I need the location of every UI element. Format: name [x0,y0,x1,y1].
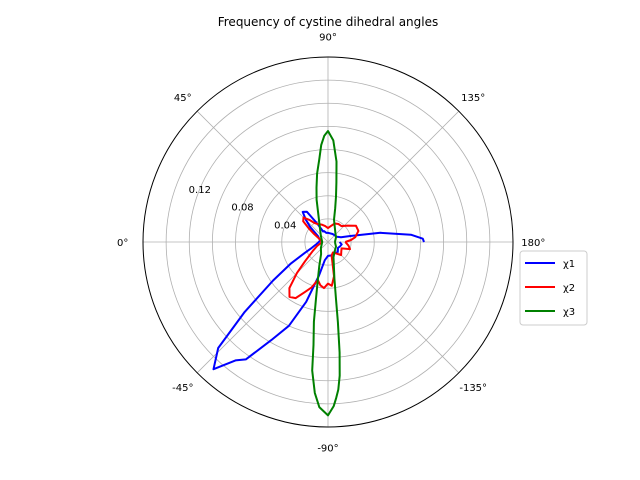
angle-tick-label: -135° [459,383,487,394]
angular-gridline [327,241,460,374]
series-line [212,210,425,371]
legend-label: χ3 [563,307,575,318]
angle-tick-label: 0° [117,238,128,249]
angle-tick-label: -90° [317,443,338,454]
chart-title: Frequency of cystine dihedral angles [218,15,439,29]
series-layer [212,130,425,417]
radial-tick-label: 0.08 [231,203,253,214]
grid-layer [143,57,513,427]
angle-tick-label: 180° [521,238,545,249]
radial-tick-label: 0.12 [189,185,211,196]
legend-label: χ2 [563,283,575,294]
angle-tick-label: 90° [319,33,337,44]
angle-tick-labels: 0° 45° 90° 135° 180° -135° -90° -45° [117,33,545,455]
legend-entries: χ1 χ2 χ3 [525,259,575,318]
radial-tick-labels: 0.04 0.08 0.12 [189,185,297,231]
angle-tick-label: 45° [174,93,192,104]
angle-tick-label: 135° [461,93,485,104]
radial-tick-label: 0.04 [274,220,296,231]
angular-gridline [196,241,329,374]
series-line [288,216,360,300]
polar-axis-frame [142,56,514,428]
angle-tick-label: -45° [172,383,193,394]
legend-label: χ1 [563,259,575,270]
angular-gridline [327,110,460,243]
legend: χ1 χ2 χ3 [519,250,588,326]
series-line [311,130,341,417]
